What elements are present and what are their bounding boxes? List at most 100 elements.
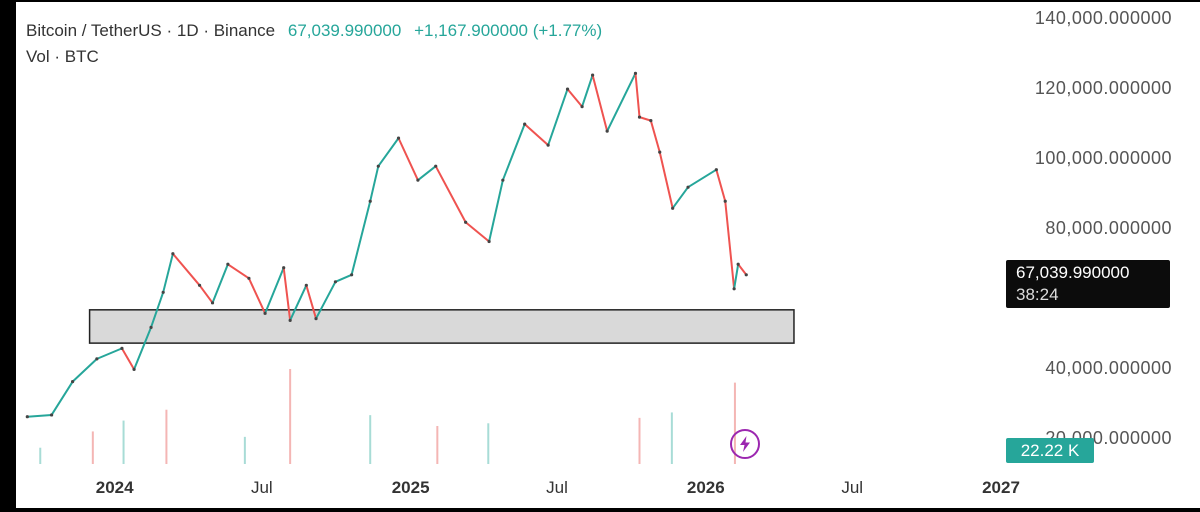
price-point bbox=[396, 136, 401, 140]
price-point bbox=[288, 318, 292, 322]
price-point bbox=[686, 185, 690, 189]
y-tick-label: 100,000.000000 bbox=[1034, 148, 1172, 169]
price-point bbox=[633, 71, 638, 75]
x-tick-label: Jul bbox=[546, 478, 568, 497]
price-segment bbox=[377, 137, 400, 168]
price-point bbox=[314, 316, 318, 321]
volume-badge: 22.22 K bbox=[1006, 438, 1094, 463]
price-point bbox=[434, 164, 438, 168]
last-price-badge-value: 67,039.990000 bbox=[1016, 263, 1130, 282]
x-tick-label: 2026 bbox=[686, 478, 725, 497]
price-segment bbox=[634, 72, 641, 119]
price-point bbox=[95, 357, 99, 361]
price-point bbox=[350, 273, 354, 277]
price-segment bbox=[397, 137, 419, 182]
price-segment bbox=[658, 151, 674, 210]
y-tick-label: 80,000.000000 bbox=[1045, 218, 1172, 239]
price-point bbox=[501, 178, 505, 182]
price-segment bbox=[211, 263, 229, 304]
x-tick-label: 2027 bbox=[982, 478, 1020, 497]
price-point bbox=[226, 262, 230, 266]
last-price: 67,039.990000 bbox=[287, 21, 402, 40]
price-point bbox=[161, 290, 165, 294]
price-point bbox=[132, 367, 136, 371]
price-segment bbox=[434, 165, 467, 224]
price-segment bbox=[120, 347, 136, 371]
price-segment bbox=[488, 179, 504, 243]
price-segment bbox=[150, 291, 165, 329]
price-segment bbox=[71, 357, 98, 383]
price-point bbox=[732, 287, 736, 291]
price-segment bbox=[95, 347, 123, 360]
y-tick-label: 120,000.000000 bbox=[1034, 78, 1172, 99]
price-segment bbox=[289, 284, 308, 322]
price-segment bbox=[501, 123, 526, 182]
price-point bbox=[565, 87, 570, 91]
price-segment bbox=[350, 200, 372, 276]
price-point bbox=[247, 276, 251, 280]
price-segment bbox=[315, 280, 337, 320]
price-segment bbox=[171, 252, 201, 287]
price-point bbox=[171, 252, 175, 256]
price-point bbox=[25, 415, 29, 419]
y-tick-label: 40,000.000000 bbox=[1045, 358, 1172, 379]
price-point bbox=[368, 199, 372, 203]
price-point bbox=[723, 199, 727, 203]
price-point bbox=[149, 325, 153, 329]
price-point bbox=[120, 346, 124, 350]
price-segment bbox=[305, 284, 318, 320]
price-point bbox=[637, 115, 642, 119]
price-segment bbox=[162, 252, 174, 294]
price-segment bbox=[133, 326, 153, 371]
x-tick-label: Jul bbox=[841, 478, 864, 497]
price-segment bbox=[547, 88, 569, 147]
lightning-bolt-icon[interactable] bbox=[730, 429, 760, 459]
price-segment bbox=[737, 263, 748, 276]
price-segment bbox=[369, 165, 380, 203]
price-segment bbox=[282, 266, 292, 322]
symbol-legend[interactable]: Bitcoin / TetherUS · 1D · Binance 67,039… bbox=[26, 21, 602, 41]
price-segment bbox=[247, 277, 267, 315]
price-segment bbox=[724, 200, 736, 290]
price-segment bbox=[226, 263, 250, 280]
chart-panel[interactable]: Bitcoin / TetherUS · 1D · Binance 67,039… bbox=[16, 2, 1200, 508]
price-segment bbox=[50, 380, 74, 416]
price-segment bbox=[671, 186, 690, 210]
price-point bbox=[197, 283, 202, 287]
price-segment bbox=[733, 263, 740, 290]
price-point bbox=[744, 273, 748, 277]
x-tick-label: Jul bbox=[250, 478, 273, 497]
price-point bbox=[736, 262, 740, 266]
price-segment bbox=[198, 284, 214, 304]
x-tick-label: 2025 bbox=[391, 478, 430, 497]
x-tick-label: 2024 bbox=[95, 478, 134, 497]
price-point bbox=[71, 380, 75, 384]
price-point bbox=[464, 220, 468, 224]
price-point bbox=[210, 301, 215, 305]
price-chart[interactable] bbox=[16, 2, 1200, 508]
price-segment bbox=[264, 266, 285, 315]
price-point bbox=[523, 122, 527, 126]
price-point bbox=[649, 119, 653, 123]
price-segment bbox=[638, 116, 652, 122]
price-segment bbox=[26, 413, 53, 418]
price-point bbox=[416, 178, 420, 182]
price-point bbox=[714, 168, 718, 172]
price-point bbox=[333, 280, 338, 284]
price-point bbox=[487, 239, 491, 244]
support-zone-rect bbox=[88, 309, 795, 344]
volume-legend[interactable]: Vol · BTC bbox=[26, 47, 99, 67]
price-point bbox=[658, 150, 662, 154]
price-segment bbox=[687, 168, 718, 189]
volume-title: Vol · BTC bbox=[26, 47, 99, 66]
price-point bbox=[605, 129, 609, 133]
price-point bbox=[376, 164, 380, 168]
price-segment bbox=[715, 168, 727, 203]
price-segment bbox=[566, 88, 584, 108]
price-segment bbox=[464, 221, 491, 243]
symbol-title: Bitcoin / TetherUS · 1D · Binance bbox=[26, 21, 276, 40]
price-change: +1,167.900000 (+1.77%) bbox=[414, 21, 603, 40]
price-segment bbox=[523, 123, 550, 147]
price-point bbox=[591, 73, 595, 77]
price-point bbox=[304, 283, 308, 287]
